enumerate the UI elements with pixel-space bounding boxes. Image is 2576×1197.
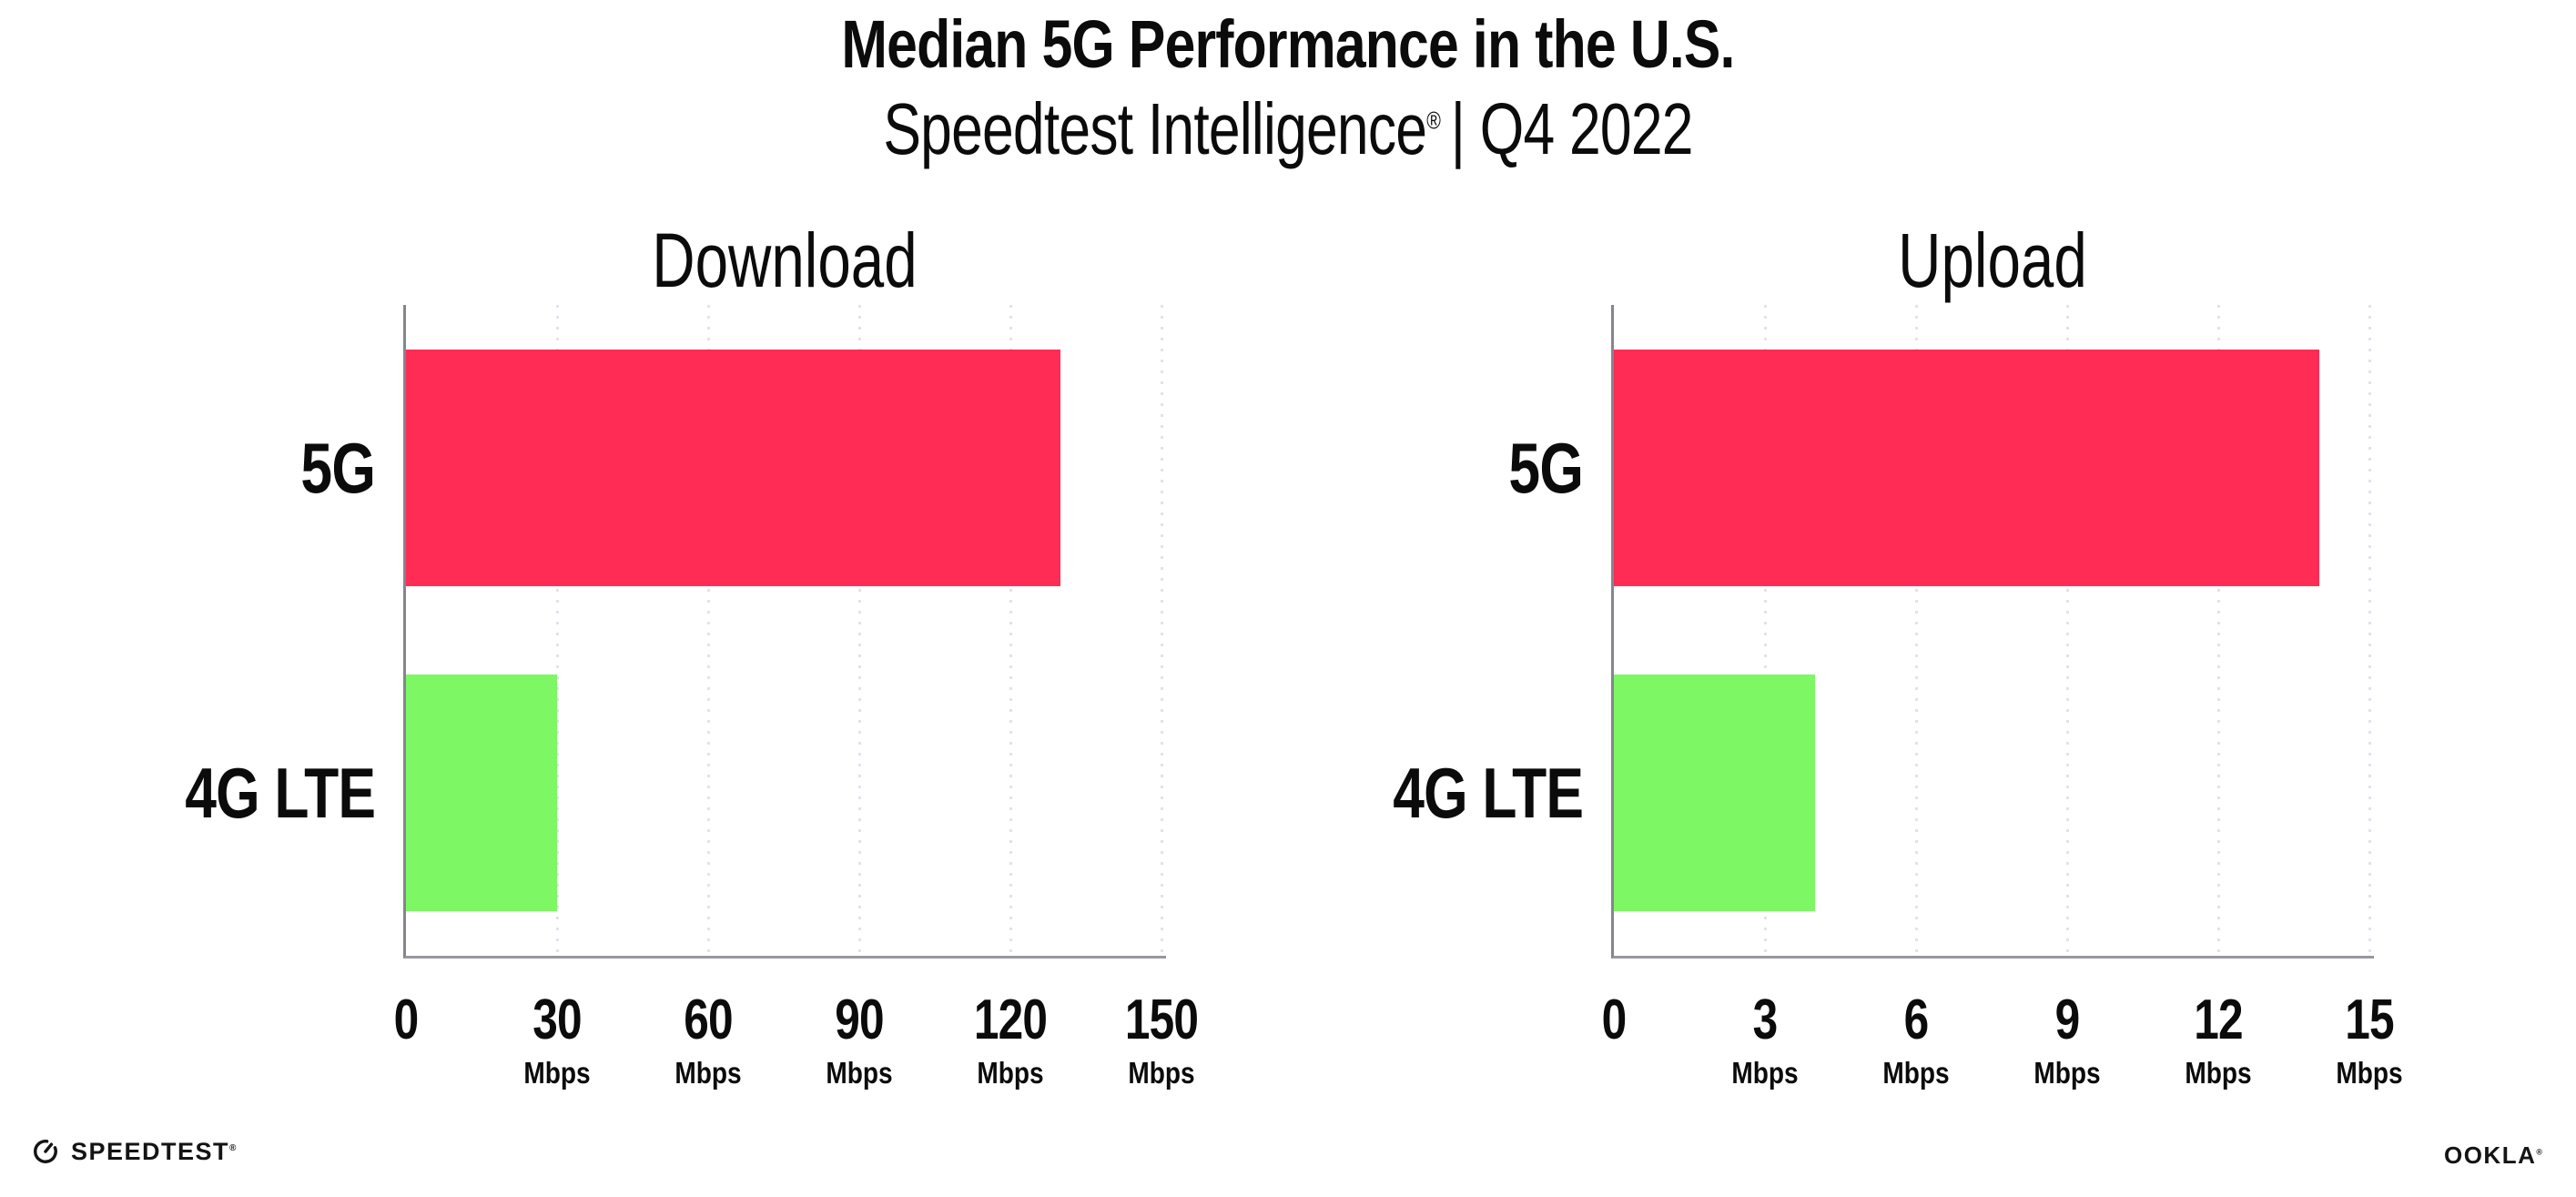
x-tick-unit: Mbps — [2033, 1056, 2101, 1090]
speedtest-gauge-icon — [32, 1138, 59, 1165]
x-tick-unit: Mbps — [674, 1056, 742, 1090]
x-tick-unit: Mbps — [523, 1056, 591, 1090]
x-tick-unit: Mbps — [2185, 1056, 2252, 1090]
x-tick-15-mbps: 15 Mbps — [2330, 989, 2409, 1090]
x-tick-150-mbps: 150 Mbps — [1116, 989, 1207, 1090]
x-tick-value: 60 — [684, 989, 733, 1051]
plot-download: 5G 4G LTE 0 30 Mbps 60 Mbps 90 Mbps 120 Mbps 150 Mbp… — [185, 305, 1199, 1088]
registered-mark: ® — [1426, 106, 1441, 135]
speedtest-registered-mark: ® — [229, 1142, 237, 1153]
plot-upload: 5G 4G LTE 0 3 Mbps 6 Mbps 9 Mbps 12 Mbps 15 Mbps — [1393, 305, 2403, 1088]
speedtest-logo: SPEEDTEST® — [32, 1138, 236, 1165]
chart-title-download: Download — [652, 218, 918, 303]
x-tick-value: 3 — [1752, 989, 1779, 1051]
x-tick-value: 12 — [2194, 989, 2243, 1051]
x-tick-3-mbps: 3 Mbps — [1726, 989, 1804, 1090]
category-label-5g: 5G — [1508, 427, 1583, 508]
x-tick-60-mbps: 60 Mbps — [669, 989, 747, 1090]
subtitle-period: | Q4 2022 — [1450, 88, 1694, 169]
x-tick-90-mbps: 90 Mbps — [820, 989, 898, 1090]
ookla-registered-mark: ® — [2536, 1147, 2542, 1157]
chart-title-upload: Upload — [1898, 218, 2087, 303]
x-tick-0: 0 — [1598, 992, 1628, 1049]
x-tick-unit: Mbps — [1731, 1056, 1799, 1090]
x-tick-12-mbps: 12 Mbps — [2179, 989, 2257, 1090]
gridline-12-mbps — [2217, 305, 2220, 956]
x-tick-value: 6 — [1903, 989, 1930, 1051]
x-tick-value: 9 — [2054, 989, 2081, 1051]
x-tick-unit: Mbps — [1882, 1056, 1950, 1090]
gridline-3-mbps — [1764, 305, 1767, 956]
gridline-30-mbps — [556, 305, 559, 956]
bar-4g-lte-download — [406, 675, 557, 912]
gridline-150-mbps — [1161, 305, 1163, 956]
bar-4g-lte-upload — [1614, 675, 1816, 912]
x-tick-value: 30 — [532, 989, 582, 1051]
x-tick-value: 150 — [1124, 989, 1199, 1051]
x-tick-unit: Mbps — [977, 1056, 1044, 1090]
x-tick-unit: Mbps — [1128, 1056, 1195, 1090]
x-tick-value: 0 — [1601, 989, 1628, 1051]
x-tick-120-mbps: 120 Mbps — [965, 989, 1056, 1090]
x-tick-value: 0 — [393, 989, 420, 1051]
category-label-5g: 5G — [300, 427, 375, 508]
gridline-90-mbps — [858, 305, 861, 956]
x-tick-30-mbps: 30 Mbps — [518, 989, 596, 1090]
speedtest-wordmark: SPEEDTEST® — [71, 1137, 237, 1165]
bar-5g-download — [406, 349, 1061, 586]
category-label-4g-lte: 4G LTE — [185, 753, 376, 834]
x-tick-value: 120 — [973, 989, 1048, 1051]
figure-title: Median 5G Performance in the U.S. — [841, 6, 1735, 82]
x-tick-9-mbps: 9 Mbps — [2028, 989, 2106, 1090]
gridline-9-mbps — [2066, 305, 2069, 956]
x-tick-value: 90 — [835, 989, 884, 1051]
ookla-logo: OOKLA® — [2444, 1143, 2542, 1167]
x-tick-6-mbps: 6 Mbps — [1877, 989, 1955, 1090]
subtitle-brand: Speedtest Intelligence — [883, 88, 1427, 169]
gridline-60-mbps — [707, 305, 710, 956]
figure-subtitle: Speedtest Intelligence® | Q4 2022 — [283, 91, 2292, 167]
gridline-15-mbps — [2368, 305, 2371, 956]
ookla-wordmark: OOKLA — [2443, 1141, 2537, 1169]
x-tick-0: 0 — [390, 992, 421, 1049]
category-label-4g-lte: 4G LTE — [1393, 753, 1584, 834]
bar-5g-upload — [1614, 349, 2319, 586]
gridline-6-mbps — [1915, 305, 1918, 956]
gridline-120-mbps — [1009, 305, 1012, 956]
x-tick-value: 15 — [2345, 989, 2394, 1051]
x-tick-unit: Mbps — [826, 1056, 893, 1090]
x-tick-unit: Mbps — [2336, 1056, 2403, 1090]
